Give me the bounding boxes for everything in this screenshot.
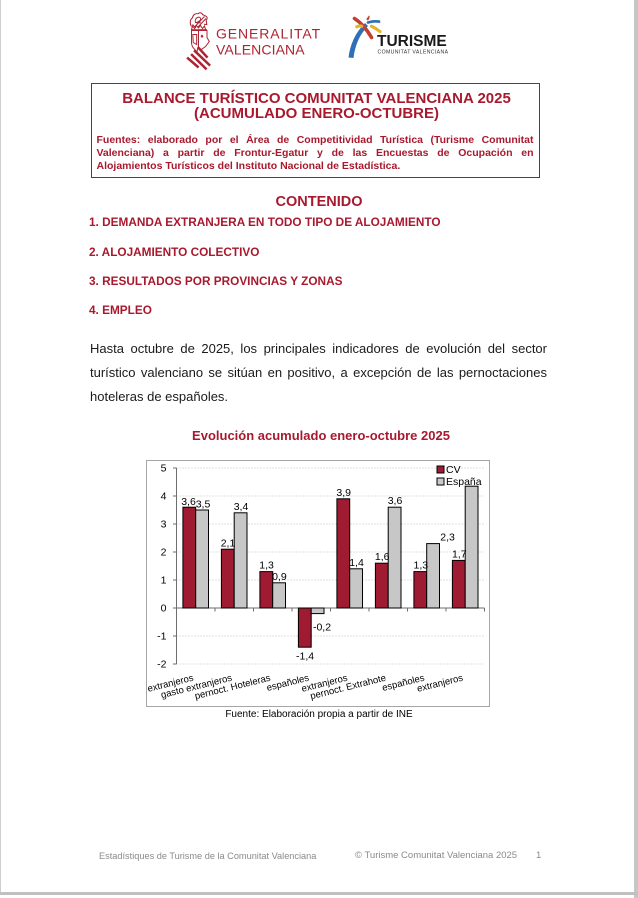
svg-text:GENERALITAT: GENERALITAT <box>216 25 321 41</box>
svg-text:3: 3 <box>161 519 167 531</box>
svg-text:España: España <box>446 476 482 488</box>
svg-text:0,9: 0,9 <box>272 571 287 583</box>
svg-text:3,9: 3,9 <box>336 487 351 499</box>
svg-text:5: 5 <box>161 463 167 475</box>
svg-text:2,1: 2,1 <box>221 538 236 550</box>
svg-text:1: 1 <box>161 575 167 587</box>
svg-text:2: 2 <box>161 547 167 559</box>
svg-text:-1,4: -1,4 <box>296 651 314 663</box>
svg-text:-2: -2 <box>157 659 166 671</box>
svg-text:4: 4 <box>161 491 167 503</box>
svg-text:CV: CV <box>446 464 461 476</box>
svg-text:1,3: 1,3 <box>259 560 274 572</box>
svg-text:3,4: 3,4 <box>234 501 249 513</box>
svg-text:3,6: 3,6 <box>388 495 403 507</box>
svg-text:COMUNITAT VALENCIANA: COMUNITAT VALENCIANA <box>378 49 449 55</box>
svg-text:-1: -1 <box>157 631 166 643</box>
svg-text:0: 0 <box>161 603 167 615</box>
svg-text:2,3: 2,3 <box>440 532 455 544</box>
svg-text:1,3: 1,3 <box>413 560 428 572</box>
svg-text:1,4: 1,4 <box>349 557 364 569</box>
svg-text:3,6: 3,6 <box>181 496 196 508</box>
svg-text:3,5: 3,5 <box>196 499 211 511</box>
svg-text:1,7: 1,7 <box>452 549 467 561</box>
svg-text:-0,2: -0,2 <box>313 622 331 634</box>
svg-text:TURISME: TURISME <box>377 33 447 50</box>
svg-text:1,6: 1,6 <box>375 551 390 563</box>
svg-text:VALENCIANA: VALENCIANA <box>216 41 305 57</box>
